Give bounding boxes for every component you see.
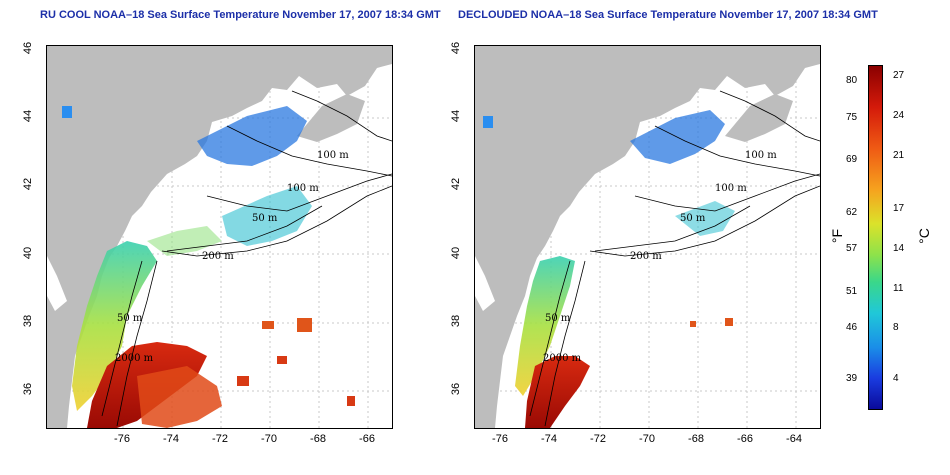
x-tick-label: -74 [163, 433, 179, 445]
y-tick-label: 36 [22, 382, 35, 396]
celsius-tick: 14 [893, 243, 905, 254]
y-tick-label: 42 [22, 177, 35, 191]
left-panel-title: RU COOL NOAA–18 Sea Surface Temperature … [40, 9, 441, 21]
y-tick-label: 38 [22, 314, 35, 328]
y-tick-label: 44 [450, 109, 463, 123]
temperature-colorbar [868, 65, 883, 410]
x-tick-label: -64 [786, 433, 802, 445]
x-tick-label: -68 [310, 433, 326, 445]
x-tick-label: -66 [359, 433, 375, 445]
x-tick-label: -68 [688, 433, 704, 445]
contour-label: 100 m [745, 150, 777, 161]
contour-label: 50 m [117, 313, 143, 324]
celsius-tick: 11 [893, 283, 904, 294]
y-tick-label: 46 [22, 41, 35, 55]
celsius-tick: 21 [893, 150, 905, 161]
contour-label: 100 m [317, 150, 349, 161]
x-tick-label: -72 [590, 433, 606, 445]
y-tick-label: 42 [450, 177, 463, 191]
contour-label: 100 m [715, 183, 747, 194]
y-tick-label: 40 [450, 246, 463, 260]
left-map-canvas: 100 m 100 m 50 m 200 m 50 m 2000 m [47, 46, 392, 428]
x-tick-label: -74 [541, 433, 557, 445]
x-tick-label: -70 [639, 433, 655, 445]
contour-label: 50 m [252, 213, 278, 224]
contour-label: 50 m [545, 313, 571, 324]
celsius-unit-label: °C [915, 228, 932, 244]
fahrenheit-unit-label: °F [829, 228, 846, 244]
x-tick-label: -72 [212, 433, 228, 445]
x-tick-label: -76 [114, 433, 130, 445]
right-sst-map: 100 m 100 m 50 m 200 m 50 m 2000 m [474, 45, 821, 429]
y-tick-label: 40 [22, 246, 35, 260]
fahrenheit-tick: 69 [846, 154, 858, 165]
fahrenheit-tick: 51 [846, 286, 858, 297]
celsius-tick: 4 [893, 373, 899, 384]
contour-label: 2000 m [115, 353, 154, 364]
contour-label: 2000 m [543, 353, 582, 364]
y-tick-label: 38 [450, 314, 463, 328]
x-tick-label: -70 [261, 433, 277, 445]
right-panel-title: DECLOUDED NOAA–18 Sea Surface Temperatur… [458, 9, 878, 21]
fahrenheit-tick: 62 [846, 207, 858, 218]
celsius-tick: 17 [893, 203, 905, 214]
x-tick-label: -76 [492, 433, 508, 445]
fahrenheit-tick: 39 [846, 373, 858, 384]
contour-label: 200 m [630, 251, 662, 262]
fahrenheit-tick: 75 [846, 112, 858, 123]
x-tick-label: -66 [737, 433, 753, 445]
celsius-tick: 24 [893, 110, 905, 121]
left-sst-map: 100 m 100 m 50 m 200 m 50 m 2000 m [46, 45, 393, 429]
fahrenheit-tick: 80 [846, 75, 858, 86]
fahrenheit-tick: 46 [846, 322, 858, 333]
contour-label: 100 m [287, 183, 319, 194]
fahrenheit-tick: 57 [846, 243, 858, 254]
contour-label: 200 m [202, 251, 234, 262]
y-tick-label: 46 [450, 41, 463, 55]
y-tick-label: 36 [450, 382, 463, 396]
contour-label: 50 m [680, 213, 706, 224]
celsius-tick: 8 [893, 322, 899, 333]
celsius-tick: 27 [893, 70, 905, 81]
right-map-canvas: 100 m 100 m 50 m 200 m 50 m 2000 m [475, 46, 820, 428]
y-tick-label: 44 [22, 109, 35, 123]
